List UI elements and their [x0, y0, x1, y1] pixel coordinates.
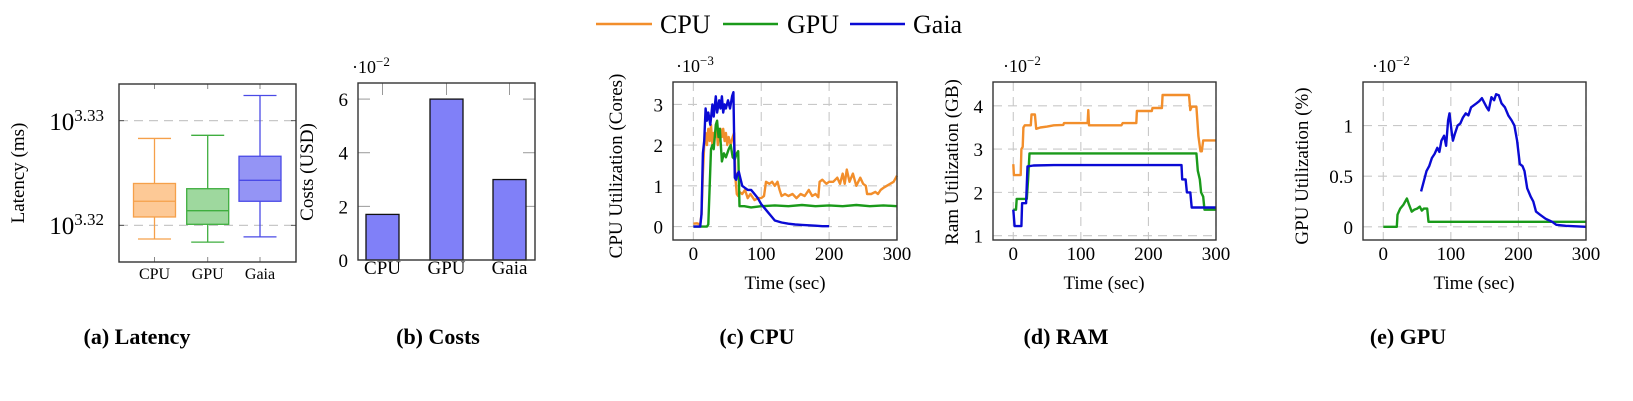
latency-ylabel: Latency (ms) [8, 123, 29, 224]
gpu-lines [1383, 93, 1587, 228]
ram-ytick-labels: 1 2 3 4 [974, 97, 984, 248]
cpu-series-gaia [693, 91, 830, 228]
gpu-ytick-label: 0 [1344, 218, 1354, 239]
ram-ytick-label: 1 [974, 227, 984, 248]
gpu-ylabel: GPU Utilization (%) [1292, 87, 1313, 244]
ram-xtick-label: 300 [1202, 244, 1231, 265]
ram-ytick-label: 4 [974, 97, 984, 118]
cpu-multiplier: ·10−3 [676, 53, 714, 76]
cpu-ytick-labels: 0 1 2 3 [654, 95, 664, 238]
cpu-series-gpu [693, 119, 898, 228]
cpu-xtick-label: 100 [747, 244, 776, 265]
gpu-series-gpu [1383, 197, 1586, 228]
legend-label-gpu: GPU [787, 10, 839, 39]
gpu-xtick-label: 300 [1572, 244, 1601, 265]
gpu-xtick-label: 200 [1504, 244, 1533, 265]
ram-lines [1012, 93, 1216, 228]
costs-ytick-label: 0 [339, 251, 349, 272]
gpu-series-gaia [1419, 93, 1587, 228]
ram-xtick-label: 100 [1067, 244, 1096, 265]
ram-xtick-label: 0 [1009, 244, 1019, 265]
costs-ytick-labels: 0 2 4 6 [339, 90, 349, 272]
cpu-lines [693, 91, 899, 228]
costs-caption: (b) Costs [396, 324, 480, 349]
costs-bar-gpu [429, 98, 464, 261]
latency-grid [119, 84, 296, 262]
latency-yticks: 103.32 103.33 [49, 106, 104, 240]
gpu-chart: 00.51 0 100 200 300 ·10−2 Time (sec) GPU Ut… [1292, 53, 1600, 349]
latency-box-cpu [132, 182, 177, 218]
latency-box-gaia [238, 155, 282, 202]
gpu-axes-frame [1362, 81, 1587, 241]
gpu-xlabel: Time (sec) [1433, 273, 1514, 294]
cpu-ylabel: CPU Utilization (Cores) [606, 74, 627, 259]
legend-label-gaia: Gaia [913, 10, 963, 39]
costs-ytick-label: 6 [339, 90, 349, 111]
gpu-ytick-labels: 00.51 [1329, 117, 1353, 239]
cpu-ytick-label: 1 [654, 177, 664, 198]
latency-ytick-label: 103.33 [49, 106, 104, 136]
latency-xtick-label-gaia: Gaia [245, 266, 275, 283]
latency-xtick-label-gpu: GPU [192, 266, 224, 283]
costs-bar-cpu [365, 213, 400, 261]
costs-xtick-label-gaia: Gaia [492, 258, 528, 279]
latency-box-gpu [186, 188, 230, 225]
cpu-grid [673, 82, 898, 240]
costs-bar-gaia [492, 178, 527, 261]
gpu-xtick-label: 0 [1379, 244, 1389, 265]
gpu-xtick-label: 100 [1437, 244, 1466, 265]
costs-xtick-label-gpu: GPU [427, 258, 465, 279]
costs-xtick-labels: CPU GPU Gaia [364, 258, 528, 279]
ram-chart: 1 2 3 4 0 100 200 300 ·10−2 Time (sec) Ram Uti… [942, 53, 1230, 349]
legend: CPU GPU Gaia [596, 10, 963, 39]
ram-series-cpu [1012, 93, 1216, 177]
costs-ytick-label: 4 [339, 144, 349, 165]
costs-multiplier: ·10−2 [352, 54, 390, 77]
cpu-series-cpu [693, 123, 899, 226]
gpu-ytick-label: 0.5 [1329, 167, 1353, 188]
cpu-ytick-label: 2 [654, 136, 664, 157]
ram-axes-frame [992, 81, 1217, 241]
latency-ytick-label: 103.32 [49, 210, 104, 240]
ram-series-gpu [1013, 152, 1216, 211]
cpu-xtick-label: 0 [689, 244, 699, 265]
ram-xtick-labels: 0 100 200 300 [1009, 244, 1231, 265]
ram-ylabel: Ram Utilization (GB) [942, 79, 963, 245]
costs-xtick-label-cpu: CPU [364, 258, 401, 279]
cpu-xtick-label: 200 [815, 244, 844, 265]
cpu-chart: 0 1 2 3 0 100 200 300 ·10−3 Time (sec) CPU Uti… [606, 53, 911, 349]
legend-label-cpu: CPU [660, 10, 711, 39]
costs-axes-frame [357, 82, 536, 261]
ram-grid [993, 82, 1217, 240]
ram-caption: (d) RAM [1024, 324, 1109, 349]
ram-xtick-label: 200 [1134, 244, 1163, 265]
cpu-xlabel: Time (sec) [744, 273, 825, 294]
gpu-multiplier: ·10−2 [1372, 53, 1410, 76]
cpu-xtick-labels: 0 100 200 300 [689, 244, 912, 265]
gpu-ytick-label: 1 [1344, 117, 1354, 138]
ram-multiplier: ·10−2 [1003, 53, 1041, 76]
ram-xlabel: Time (sec) [1063, 273, 1144, 294]
latency-xtick-labels: CPU GPU Gaia [139, 266, 275, 283]
ram-series-gaia [1012, 163, 1216, 228]
latency-boxes [132, 94, 282, 243]
ram-ytick-label: 3 [974, 140, 984, 161]
latency-caption: (a) Latency [84, 324, 191, 349]
cpu-caption: (c) CPU [719, 324, 794, 349]
costs-ylabel: Costs (USD) [297, 123, 318, 221]
costs-ytick-label: 2 [339, 197, 349, 218]
costs-bars [365, 98, 527, 261]
cpu-ytick-label: 0 [654, 218, 664, 239]
cpu-ytick-label: 3 [654, 95, 664, 116]
costs-chart: 0 2 4 6 CPU GPU Gaia ·10−2 Costs (USD) (b) … [297, 54, 536, 349]
cpu-xtick-label: 300 [883, 244, 912, 265]
latency-xtick-label-cpu: CPU [139, 266, 171, 283]
cpu-axes-frame [672, 81, 898, 241]
latency-axes-frame [118, 83, 297, 263]
gpu-caption: (e) GPU [1370, 324, 1446, 349]
latency-chart: 103.32 103.33 CPU GPU Gaia Latency (ms) … [8, 83, 297, 349]
gpu-xtick-labels: 0 100 200 300 [1379, 244, 1601, 265]
ram-ytick-label: 2 [974, 183, 984, 204]
